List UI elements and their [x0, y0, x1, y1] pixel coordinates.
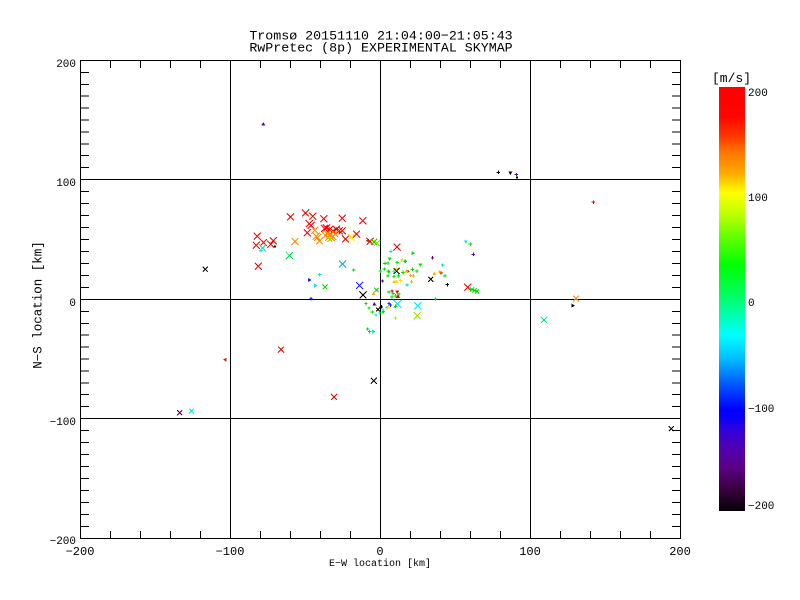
svg-text:200: 200 [669, 545, 691, 559]
svg-text:Tromsø 20151110 21:04:00−21:05: Tromsø 20151110 21:04:00−21:05:43 [249, 29, 512, 44]
svg-text:−100: −100 [216, 545, 245, 559]
svg-text:RwPretec (8p) EXPERIMENTAL SKY: RwPretec (8p) EXPERIMENTAL SKYMAP [249, 41, 512, 56]
svg-text:0: 0 [748, 298, 755, 310]
svg-text:0: 0 [69, 298, 76, 310]
svg-text:−200: −200 [748, 501, 774, 513]
svg-text:−100: −100 [50, 417, 76, 429]
svg-text:200: 200 [748, 88, 768, 100]
svg-text:0: 0 [376, 545, 383, 559]
svg-text:100: 100 [56, 178, 76, 190]
svg-text:200: 200 [56, 59, 76, 71]
svg-text:E−W location [km]: E−W location [km] [329, 558, 431, 570]
svg-text:100: 100 [748, 193, 768, 205]
svg-text:100: 100 [519, 545, 541, 559]
svg-text:−200: −200 [66, 545, 95, 559]
svg-text:[m/s]: [m/s] [712, 71, 751, 86]
svg-text:−200: −200 [50, 536, 76, 548]
svg-text:−100: −100 [748, 404, 774, 416]
svg-text:N−S location [km]: N−S location [km] [32, 241, 46, 369]
